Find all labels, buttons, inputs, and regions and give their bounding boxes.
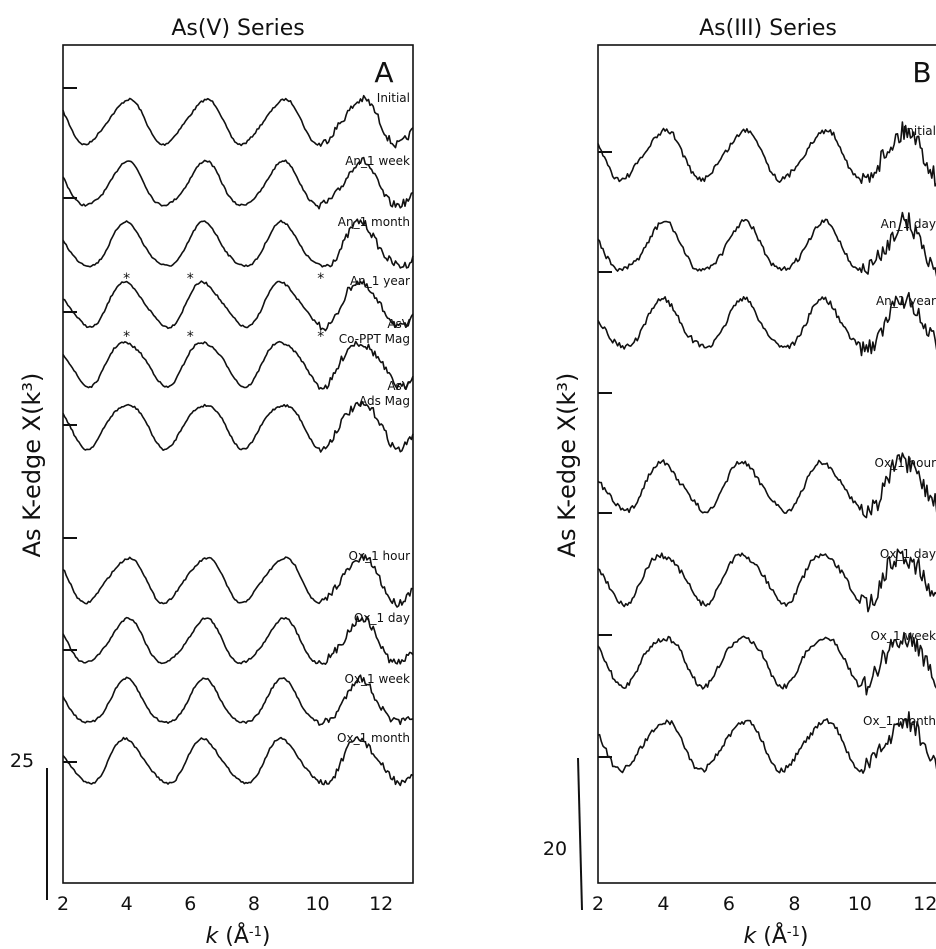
trace-ox-1-hour [62, 553, 414, 608]
x-tick-label: 2 [57, 893, 69, 915]
panel-b-series-labels: Initial An_1 day An_1 year Ox_1 hour Ox_1 da… [863, 124, 936, 728]
series-label-initial: Initial [903, 124, 936, 138]
x-tick-label: 12 [913, 893, 936, 915]
panel-a-scale-label: 25 [10, 750, 34, 772]
x-tick-label: 8 [788, 893, 800, 915]
panel-a-x-ticks: 2 4 6 8 10 12 [57, 893, 393, 915]
series-label-ox-1-week: Ox_1 week [870, 629, 936, 643]
trace-ox-1-month [62, 736, 414, 787]
x-tick-label: 6 [184, 893, 196, 915]
panel-a-frame [62, 44, 414, 884]
series-label-ox-1-month: Ox_1 month [863, 714, 936, 728]
feature-asterisk: * [317, 271, 324, 287]
trace-ox-1-month [597, 711, 936, 774]
panel-a-series-labels: Initial An_1 week An_1 month An_1 year * * * As… [123, 91, 411, 745]
panel-b-scale-bar [577, 757, 583, 911]
x-tick-label: 10 [848, 893, 872, 915]
series-label-ox-1-day: Ox_1 day [354, 611, 410, 625]
panel-b-label: B [912, 56, 931, 89]
feature-asterisk: * [187, 271, 194, 287]
panel-a-x-axis-label: k (Å-1) [206, 922, 271, 949]
trace-initial [62, 94, 414, 149]
series-label-initial: Initial [377, 91, 410, 105]
series-label-ox-1-month: Ox_1 month [337, 731, 410, 745]
panel-a-traces [62, 94, 414, 787]
series-label-asv-co-ppt-mag: AsV Co-PPT Mag [339, 317, 411, 346]
panel-a: As(V) Series A 2 4 6 8 10 12 Initial An_1 week… [10, 16, 414, 949]
trace-an-1-day [597, 211, 936, 277]
trace-ox-1-hour [597, 452, 936, 519]
x-tick-label: 8 [248, 893, 260, 915]
series-label-an-1-month: An_1 month [338, 215, 410, 229]
series-label-an-1-year: An_1 year [876, 294, 936, 308]
x-tick-label: 4 [657, 893, 669, 915]
feature-asterisk: * [187, 329, 194, 345]
series-label-an-1-day: An_1 day [881, 217, 936, 231]
panel-a-offset-marks [63, 87, 77, 763]
trace-initial [597, 121, 936, 187]
x-tick-label: 2 [592, 893, 604, 915]
series-label-an-1-week: An_1 week [345, 154, 410, 168]
series-label-ox-1-week: Ox_1 week [344, 672, 410, 686]
series-label-ox-1-hour: Ox_1 hour [349, 549, 411, 563]
trace-asv-co-ppt-mag [62, 340, 414, 390]
trace-an-1-month [62, 218, 414, 269]
trace-an-1-year [62, 280, 414, 332]
series-label-asv-ads-mag: AsV Ads Mag [359, 379, 411, 408]
panel-b-title: As(III) Series [699, 16, 837, 41]
trace-ox-1-week [597, 631, 936, 696]
feature-asterisk: * [123, 329, 130, 345]
feature-asterisk: * [317, 329, 324, 345]
series-label-ox-1-day: Ox_1 day [880, 547, 936, 561]
x-tick-label: 6 [723, 893, 735, 915]
series-label-ox-1-hour: Ox_1 hour [875, 456, 936, 470]
trace-asv-ads-mag [62, 400, 414, 453]
trace-ox-1-week [62, 674, 414, 726]
trace-ox-1-day [597, 548, 936, 613]
panel-a-label: A [374, 56, 393, 89]
x-tick-label: 12 [369, 893, 393, 915]
x-tick-label: 4 [121, 893, 133, 915]
panel-b-scale-label: 20 [543, 838, 567, 860]
x-tick-label: 10 [305, 893, 329, 915]
panel-b-x-ticks: 2 4 6 8 10 12 [592, 893, 936, 915]
trace-ox-1-day [62, 615, 414, 665]
panel-b-x-axis-label: k (Å-1) [744, 922, 809, 949]
series-label-an-1-year: An_1 year [350, 274, 410, 288]
panel-b-traces [597, 121, 936, 774]
panel-b: As(III) Series B 2 4 6 8 10 12 Initial An_1 da… [543, 16, 936, 949]
panel-a-title: As(V) Series [171, 16, 304, 41]
feature-asterisk: * [123, 271, 130, 287]
panel-a-y-axis-label: As K-edge X(k³) [18, 373, 46, 558]
trace-an-1-week [62, 156, 414, 210]
panel-b-y-axis-label: As K-edge X(k³) [553, 373, 581, 558]
panel-b-frame [597, 44, 936, 884]
trace-an-1-year [597, 291, 936, 357]
